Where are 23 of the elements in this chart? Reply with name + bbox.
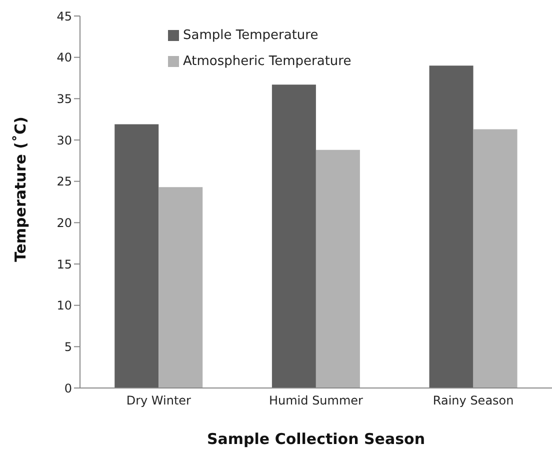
bar xyxy=(429,66,474,388)
bar xyxy=(114,124,159,388)
y-tick-label: 30 xyxy=(56,133,72,148)
y-tick-label: 20 xyxy=(56,216,72,230)
y-tick-label: 5 xyxy=(64,340,72,354)
y-tick-label: 10 xyxy=(56,298,72,313)
x-axis-title: Sample Collection Season xyxy=(206,430,426,448)
y-tick-label: 15 xyxy=(56,257,72,272)
y-tick-label: 0 xyxy=(64,381,72,396)
x-tick-label: Humid Summer xyxy=(268,394,364,408)
y-tick-label: 40 xyxy=(56,50,72,65)
bar xyxy=(316,150,360,388)
y-tick-label: 35 xyxy=(56,92,72,106)
bar xyxy=(473,129,518,388)
x-tick-label: Dry Winter xyxy=(126,394,192,408)
legend-label: Sample Temperature xyxy=(183,28,318,42)
bar xyxy=(158,187,203,388)
bar xyxy=(272,84,316,388)
x-tick-label: Rainy Season xyxy=(432,394,514,408)
y-tick-label: 45 xyxy=(56,9,72,24)
legend-label: Atmospheric Temperature xyxy=(183,54,352,68)
y-axis-title: Temperature (˚C) xyxy=(11,116,30,262)
y-tick-label: 25 xyxy=(56,174,72,189)
